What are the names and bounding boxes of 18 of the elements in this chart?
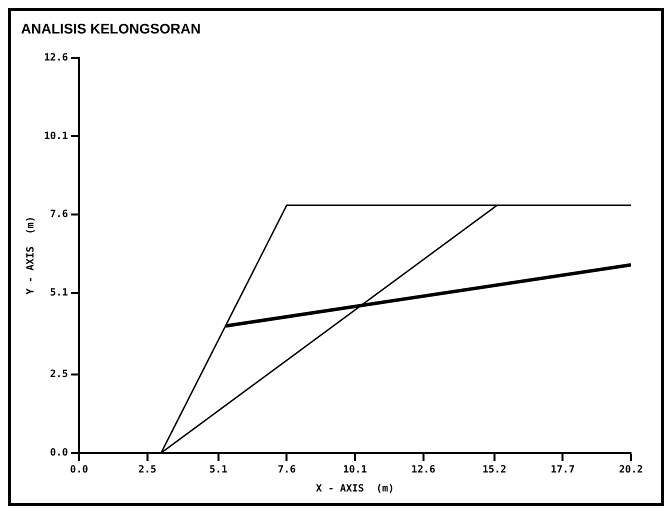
y-tick-label: 10.1 (44, 130, 68, 142)
x-tick-label: 17.7 (550, 464, 575, 476)
y-tick-label: 5.1 (50, 288, 68, 299)
x-tick-label: 10.1 (342, 464, 368, 476)
y-axis-title: Y - AXIS (m) (26, 216, 37, 295)
x-tick-label: 2.5 (138, 464, 156, 476)
chart-title: ANALISIS KELONGSORAN (21, 20, 201, 36)
x-tick-label: 15.2 (482, 464, 506, 476)
y-tick-label: 7.6 (50, 209, 68, 220)
y-tick-label: 12.6 (44, 52, 68, 64)
x-axis-title: X - AXIS (m) (316, 484, 394, 495)
y-tick-label: 0.0 (50, 448, 68, 459)
x-tick-label: 5.1 (209, 464, 228, 476)
x-tick-label: 7.6 (278, 464, 296, 476)
x-tick-label: 20.2 (618, 464, 644, 476)
y-tick-label: 2.5 (50, 369, 68, 380)
x-tick-label: 0.0 (70, 464, 88, 476)
x-tick-label: 12.6 (411, 464, 436, 476)
